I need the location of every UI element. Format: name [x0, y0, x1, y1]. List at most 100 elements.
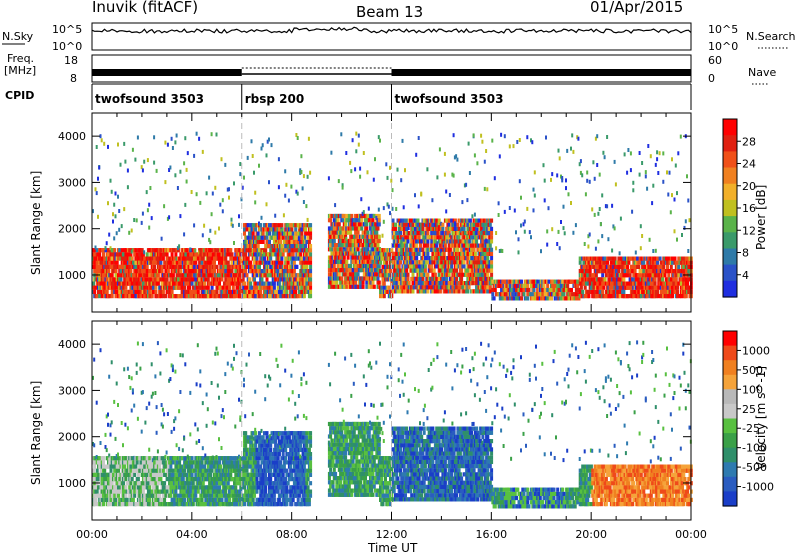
range-cell	[185, 248, 189, 253]
range-cell	[490, 272, 494, 277]
range-cell	[377, 213, 381, 219]
range-cell	[190, 277, 194, 282]
range-cell	[302, 264, 306, 269]
range-cell	[108, 260, 112, 265]
range-cell	[296, 294, 300, 299]
range-cell	[290, 235, 294, 240]
range-cell	[199, 200, 202, 205]
range-cell	[686, 174, 688, 179]
range-cell	[243, 231, 246, 236]
range-cell	[263, 285, 266, 290]
range-cell	[674, 163, 677, 168]
beam-title: Beam 13	[356, 3, 424, 21]
y-tick-label: 1000	[58, 269, 86, 282]
range-cell	[143, 285, 147, 290]
range-cell	[285, 289, 289, 294]
range-cell	[426, 289, 430, 294]
range-cell	[168, 215, 171, 220]
range-cell	[307, 136, 310, 141]
range-cell	[560, 220, 562, 224]
range-cell	[124, 294, 128, 299]
range-cell	[340, 132, 343, 137]
range-cell	[309, 281, 313, 286]
range-cell	[176, 248, 180, 253]
range-cell	[114, 289, 118, 294]
range-cell	[356, 272, 360, 277]
range-cell	[611, 203, 614, 208]
range-cell	[483, 159, 486, 164]
range-cell	[146, 256, 150, 261]
range-cell	[593, 176, 596, 181]
range-cell	[228, 187, 230, 192]
range-cell	[508, 206, 511, 210]
range-cell	[103, 141, 106, 146]
range-cell	[134, 157, 137, 162]
range-cell	[210, 256, 214, 261]
range-cell	[251, 264, 255, 269]
freq-strip-frame	[91, 54, 692, 83]
range-cell	[228, 285, 231, 290]
range-cell	[113, 248, 117, 253]
range-cell	[150, 273, 154, 278]
range-cell	[382, 281, 386, 286]
range-cell	[92, 281, 95, 286]
range-cell	[260, 146, 263, 151]
range-cell	[211, 191, 214, 196]
range-cell	[365, 243, 369, 248]
range-cell	[637, 264, 641, 269]
range-cell	[203, 281, 207, 286]
range-cell	[557, 229, 560, 234]
range-cell	[138, 273, 142, 278]
range-cell	[309, 273, 313, 278]
range-cell	[279, 239, 283, 244]
range-cell	[438, 289, 442, 294]
range-cell	[122, 294, 125, 299]
range-cell	[176, 277, 180, 282]
range-cell	[330, 226, 334, 231]
range-cell	[277, 235, 281, 240]
range-cell	[265, 231, 269, 236]
range-cell	[294, 223, 298, 228]
range-cell	[193, 289, 197, 294]
range-cell	[155, 168, 158, 173]
range-cell	[366, 218, 369, 223]
range-cell	[113, 236, 116, 241]
range-cell	[361, 280, 365, 285]
range-cell	[286, 260, 290, 265]
range-cell	[98, 277, 102, 282]
range-cell	[365, 222, 369, 227]
range-cell	[677, 264, 681, 269]
range-cell	[287, 269, 291, 274]
range-cell	[145, 273, 149, 278]
range-cell	[139, 256, 143, 261]
range-cell	[93, 252, 97, 257]
range-cell	[344, 222, 348, 227]
range-cell	[270, 244, 273, 249]
range-cell	[662, 179, 665, 184]
range-cell	[179, 264, 183, 269]
range-cell	[160, 281, 164, 286]
range-cell	[546, 242, 549, 247]
range-cell	[256, 281, 260, 286]
range-cell	[290, 223, 294, 228]
range-cell	[195, 131, 198, 136]
range-cell	[361, 284, 365, 289]
range-cell	[330, 150, 333, 155]
range-cell	[602, 285, 606, 290]
range-cell	[263, 256, 266, 261]
range-cell	[377, 207, 380, 212]
range-cell	[151, 281, 155, 286]
range-cell	[300, 231, 304, 236]
range-cell	[269, 248, 273, 253]
range-cell	[532, 208, 535, 213]
range-cell	[526, 283, 530, 288]
range-cell	[520, 195, 522, 200]
range-cell	[556, 242, 559, 246]
range-cell	[359, 263, 363, 269]
range-cell	[593, 212, 596, 217]
range-cell	[284, 169, 287, 174]
range-cell	[455, 154, 458, 159]
range-cell	[178, 244, 181, 249]
range-cell	[488, 222, 492, 227]
range-cell	[517, 292, 521, 297]
